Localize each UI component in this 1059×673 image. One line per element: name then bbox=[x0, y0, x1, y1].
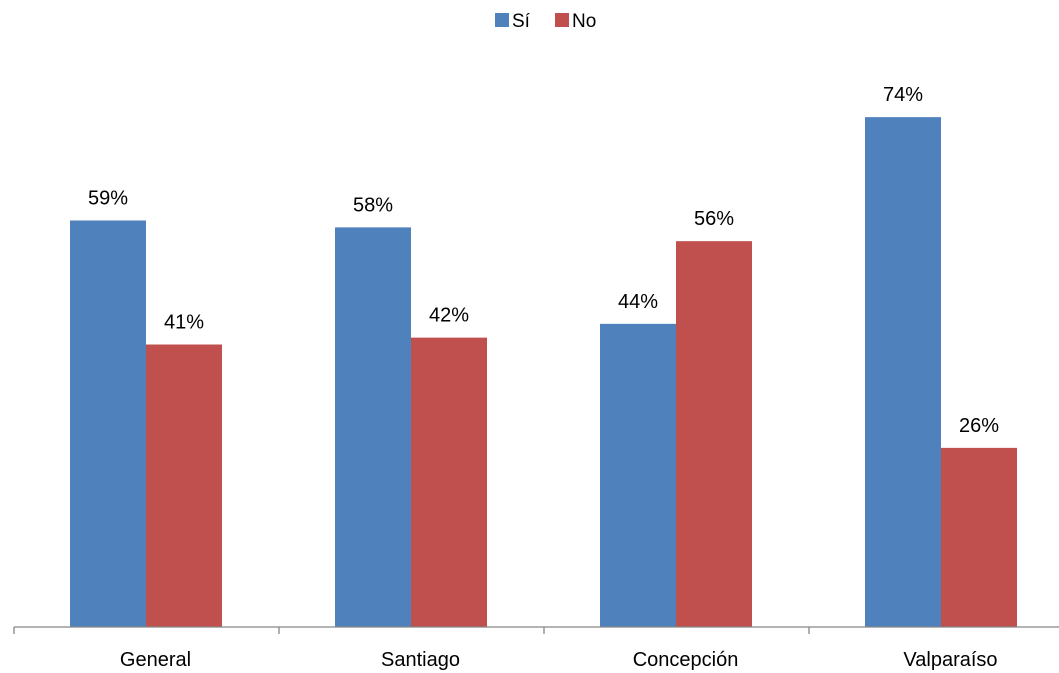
bar-santiago-si bbox=[335, 227, 411, 627]
data-label-santiago-si: 58% bbox=[353, 194, 393, 216]
legend-swatch-no bbox=[555, 13, 569, 27]
bar-valparaiso-no bbox=[941, 447, 1017, 627]
x-axis: General Santiago Concepción Valparaíso bbox=[13, 626, 1059, 671]
category-label-santiago: Santiago bbox=[381, 649, 460, 671]
legend: Sí No bbox=[495, 11, 596, 32]
data-label-concepcion-si: 44% bbox=[618, 291, 658, 313]
category-label-general: General bbox=[120, 649, 191, 671]
bar-concepcion-si bbox=[600, 323, 676, 627]
data-label-general-si: 59% bbox=[88, 187, 128, 209]
category-label-valparaiso: Valparaíso bbox=[903, 649, 997, 671]
legend-label-si: Sí bbox=[512, 11, 531, 32]
data-label-santiago-no: 42% bbox=[429, 305, 469, 327]
bar-general-si bbox=[70, 220, 146, 628]
x-axis-ticks bbox=[13, 627, 810, 634]
legend-swatch-si bbox=[495, 13, 509, 27]
bars-group bbox=[70, 117, 1017, 628]
bar-general-no bbox=[146, 344, 222, 627]
legend-label-no: No bbox=[572, 11, 596, 32]
data-labels-group: 59% 41% 58% 42% 44% 56% 74% 26% bbox=[88, 84, 999, 437]
data-label-valparaiso-si: 74% bbox=[883, 84, 923, 106]
bar-valparaiso-si bbox=[865, 117, 941, 627]
data-label-valparaiso-no: 26% bbox=[959, 415, 999, 437]
bar-concepcion-no bbox=[676, 241, 752, 627]
data-label-concepcion-no: 56% bbox=[694, 208, 734, 230]
x-axis-labels: General Santiago Concepción Valparaíso bbox=[120, 649, 998, 671]
category-label-concepcion: Concepción bbox=[633, 649, 739, 671]
bar-santiago-no bbox=[411, 337, 487, 627]
data-label-general-no: 41% bbox=[164, 312, 204, 334]
